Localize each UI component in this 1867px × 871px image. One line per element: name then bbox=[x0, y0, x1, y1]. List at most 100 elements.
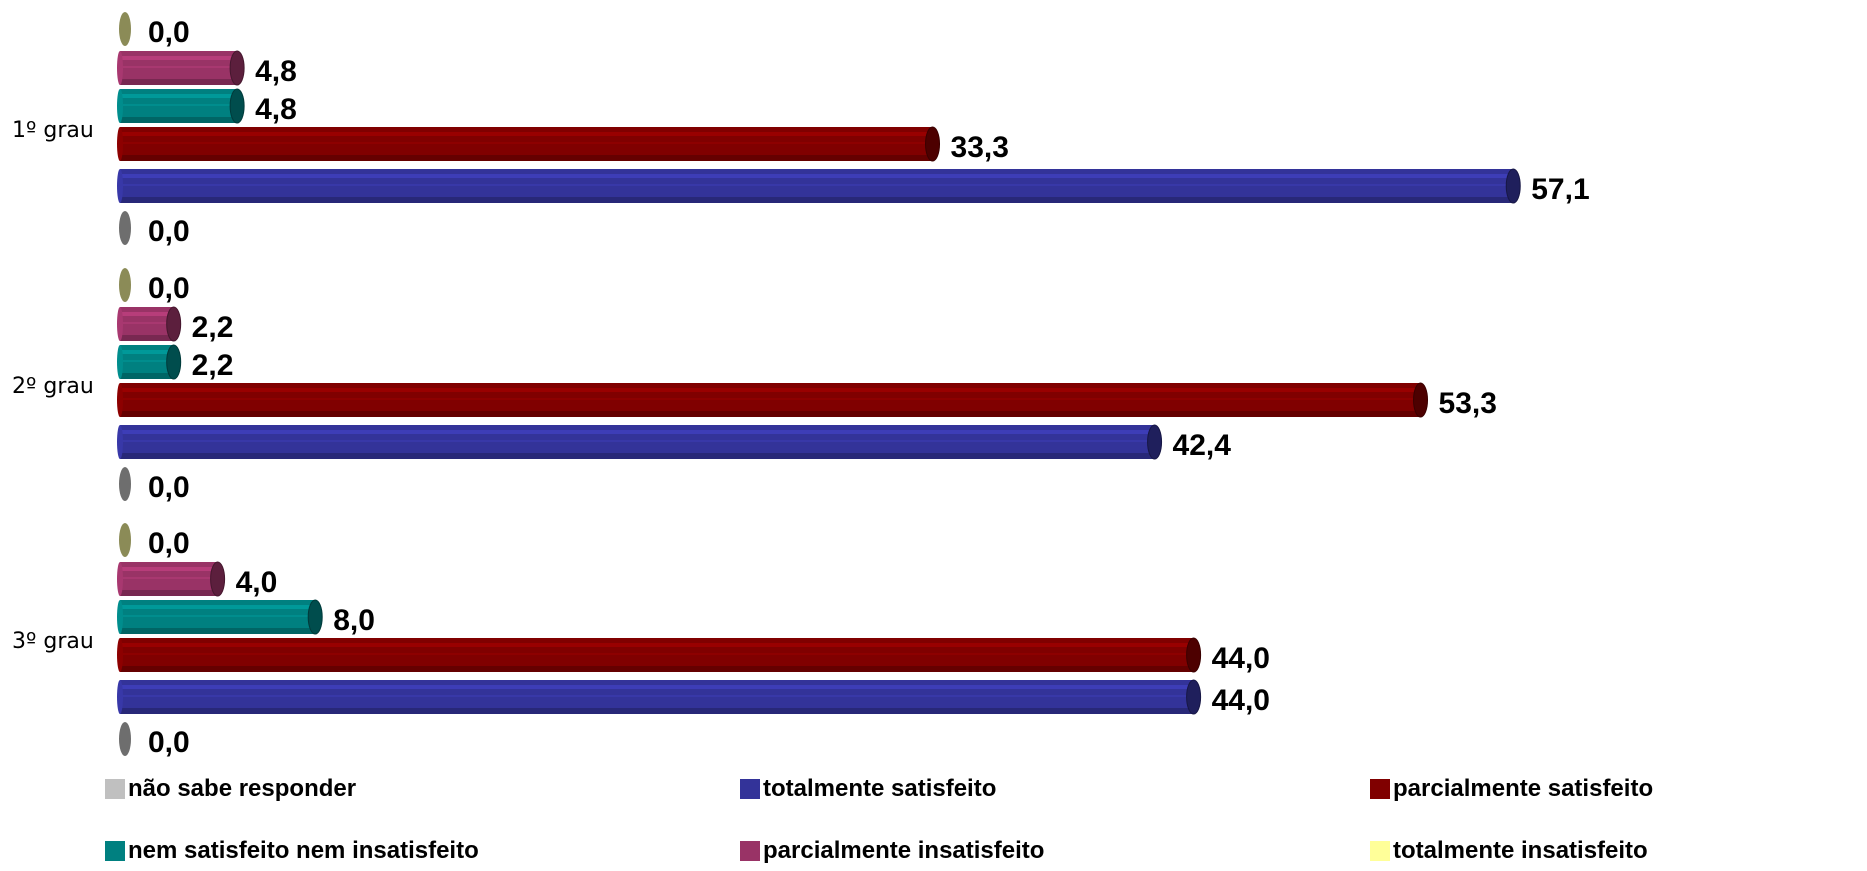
bar bbox=[117, 126, 941, 162]
legend-swatch bbox=[105, 779, 125, 799]
legend-label: parcialmente insatisfeito bbox=[763, 837, 1045, 864]
data-label: 0,0 bbox=[148, 272, 190, 305]
bar bbox=[117, 599, 323, 635]
category-label: 1º grau bbox=[12, 118, 94, 143]
chart-legend: não sabe responder totalmente satisfeito p… bbox=[105, 775, 1865, 871]
legend-label: não sabe responder bbox=[128, 775, 357, 802]
bar-zero bbox=[119, 268, 131, 302]
bar-shadow bbox=[120, 373, 174, 379]
bar-start bbox=[117, 562, 123, 596]
bar-stripe bbox=[120, 577, 218, 579]
bar-cap bbox=[210, 561, 226, 597]
data-label: 42,4 bbox=[1173, 429, 1232, 462]
bar-shadow bbox=[120, 628, 316, 634]
bar-cap bbox=[166, 306, 182, 342]
bar-cap bbox=[1186, 679, 1202, 715]
bar-highlight bbox=[120, 643, 1194, 647]
legend-label: totalmente satisfeito bbox=[763, 775, 997, 802]
bar-cap bbox=[229, 88, 245, 124]
bar bbox=[117, 344, 182, 380]
bar-highlight bbox=[120, 605, 316, 609]
data-label: 53,3 bbox=[1439, 387, 1497, 420]
bar-shadow bbox=[120, 708, 1194, 714]
data-label: 4,8 bbox=[255, 55, 297, 88]
data-label: 2,2 bbox=[192, 311, 234, 344]
bar bbox=[117, 382, 1429, 418]
bar bbox=[119, 467, 131, 501]
bar bbox=[117, 306, 182, 342]
data-label: 0,0 bbox=[148, 726, 190, 759]
bar bbox=[119, 722, 131, 756]
bar-start bbox=[117, 383, 123, 417]
bar-shadow bbox=[120, 453, 1155, 459]
bar-cap bbox=[1413, 382, 1429, 418]
bar-zero bbox=[119, 722, 131, 756]
legend-item: parcialmente insatisfeito bbox=[740, 837, 1044, 865]
bar-stripe bbox=[120, 184, 1514, 186]
bar-stripe bbox=[120, 695, 1194, 697]
bar-start bbox=[117, 51, 123, 85]
data-label: 44,0 bbox=[1212, 642, 1270, 675]
bar bbox=[117, 424, 1163, 460]
data-label: 4,8 bbox=[255, 93, 297, 126]
bar-zero bbox=[119, 12, 131, 46]
bar-shadow bbox=[120, 590, 218, 596]
bar-start bbox=[117, 89, 123, 123]
bar-highlight bbox=[120, 685, 1194, 689]
bar-start bbox=[117, 425, 123, 459]
bar-start bbox=[117, 600, 123, 634]
bar-stripe bbox=[120, 615, 316, 617]
bar-shadow bbox=[120, 117, 238, 123]
bar-cap bbox=[925, 126, 941, 162]
category-label: 3º grau bbox=[12, 629, 94, 654]
legend-item: totalmente satisfeito bbox=[740, 775, 996, 803]
bar-highlight bbox=[120, 350, 174, 354]
legend-swatch bbox=[740, 841, 760, 861]
bar-stripe bbox=[120, 142, 933, 144]
legend-swatch bbox=[740, 779, 760, 799]
legend-swatch bbox=[1370, 841, 1390, 861]
bar-shadow bbox=[120, 155, 933, 161]
bar bbox=[117, 168, 1521, 204]
bar bbox=[119, 268, 131, 302]
data-label: 4,0 bbox=[236, 566, 278, 599]
bar-start bbox=[117, 127, 123, 161]
legend-item: nem satisfeito nem insatisfeito bbox=[105, 837, 479, 865]
legend-item: parcialmente satisfeito bbox=[1370, 775, 1653, 803]
bar bbox=[117, 88, 245, 124]
bar-cap bbox=[166, 344, 182, 380]
legend-item: não sabe responder bbox=[105, 775, 356, 803]
bar-stripe bbox=[120, 360, 174, 362]
bar bbox=[119, 523, 131, 557]
bar-highlight bbox=[120, 132, 933, 136]
legend-label: nem satisfeito nem insatisfeito bbox=[128, 837, 479, 864]
bar-start bbox=[117, 169, 123, 203]
bar-start bbox=[117, 345, 123, 379]
data-label: 0,0 bbox=[148, 215, 190, 248]
bar-zero bbox=[119, 523, 131, 557]
bar-cap bbox=[307, 599, 323, 635]
bar-highlight bbox=[120, 567, 218, 571]
data-label: 8,0 bbox=[333, 604, 375, 637]
bar-start bbox=[117, 307, 123, 341]
bar bbox=[119, 12, 131, 46]
bar-cap bbox=[1186, 637, 1202, 673]
bar-start bbox=[117, 638, 123, 672]
bar-shadow bbox=[120, 197, 1514, 203]
bar-start bbox=[117, 680, 123, 714]
bar-stripe bbox=[120, 104, 238, 106]
bar bbox=[117, 561, 226, 597]
bar bbox=[117, 637, 1202, 673]
legend-swatch bbox=[105, 841, 125, 861]
bar bbox=[117, 679, 1202, 715]
bar-highlight bbox=[120, 94, 238, 98]
bar-cap bbox=[1505, 168, 1521, 204]
data-label: 0,0 bbox=[148, 471, 190, 504]
bar bbox=[119, 211, 131, 245]
legend-label: parcialmente satisfeito bbox=[1393, 775, 1654, 802]
bar-highlight bbox=[120, 174, 1514, 178]
bar-stripe bbox=[120, 322, 174, 324]
bar-stripe bbox=[120, 653, 1194, 655]
bar-shadow bbox=[120, 79, 238, 85]
